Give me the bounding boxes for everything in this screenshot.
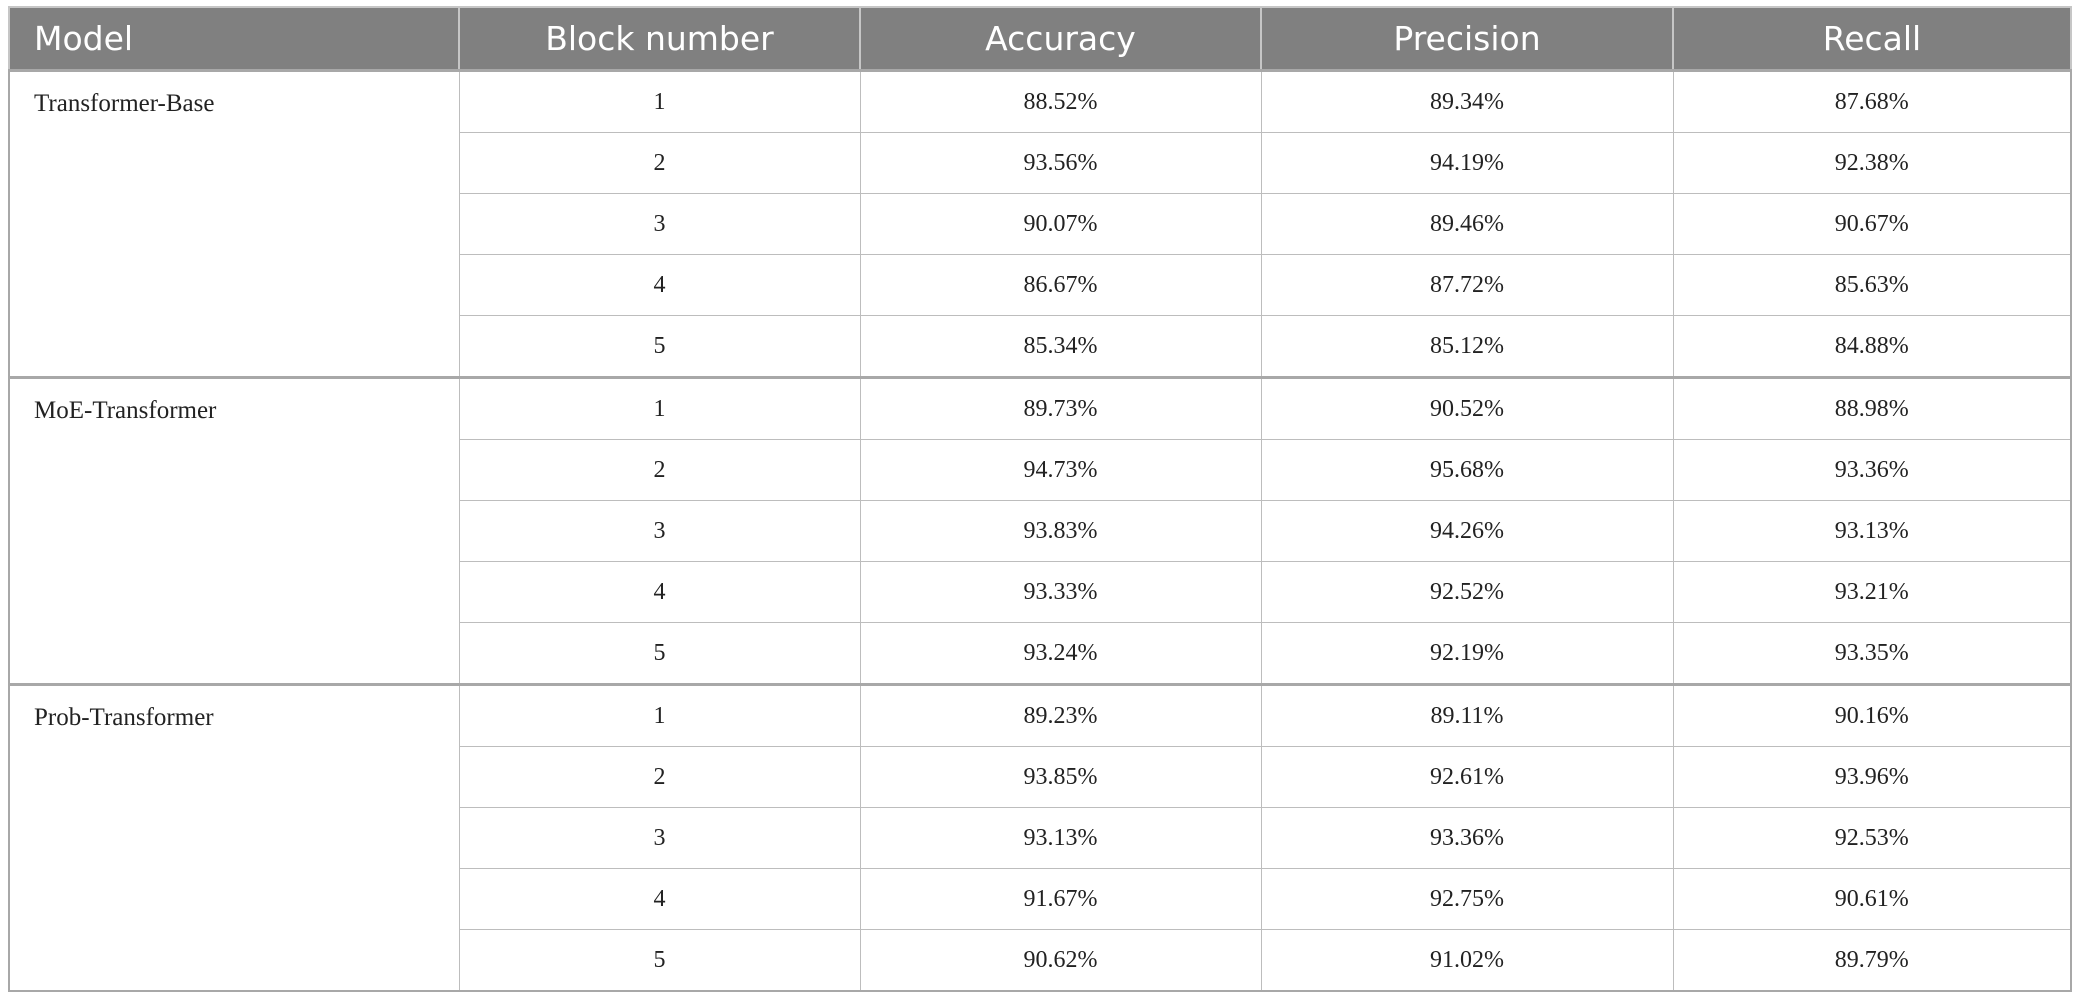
recall-cell: 84.88% <box>1672 315 2072 378</box>
recall-cell: 90.16% <box>1672 683 2072 747</box>
header-precision: Precision <box>1260 6 1674 72</box>
precision-cell: 93.36% <box>1260 807 1674 869</box>
recall-cell: 87.68% <box>1672 69 2072 133</box>
recall-cell: 93.36% <box>1672 439 2072 501</box>
block-number-cell: 2 <box>458 132 861 194</box>
precision-cell: 89.46% <box>1260 193 1674 255</box>
block-number-cell: 1 <box>458 376 861 440</box>
block-number-cell: 5 <box>458 622 861 685</box>
model-name-cell: Prob-Transformer <box>8 683 460 992</box>
recall-cell: 93.35% <box>1672 622 2072 685</box>
block-number-cell: 4 <box>458 561 861 623</box>
model-name-cell: MoE-Transformer <box>8 376 460 685</box>
precision-cell: 85.12% <box>1260 315 1674 378</box>
recall-cell: 88.98% <box>1672 376 2072 440</box>
precision-cell: 95.68% <box>1260 439 1674 501</box>
header-model: Model <box>8 6 460 72</box>
table-header: Model Block number Accuracy Precision Re… <box>8 6 2072 72</box>
accuracy-cell: 90.62% <box>859 929 1262 992</box>
table-row: Prob-Transformer 1 89.23% 89.11% 90.16% <box>8 683 2072 992</box>
accuracy-cell: 93.56% <box>859 132 1262 194</box>
accuracy-cell: 93.13% <box>859 807 1262 869</box>
accuracy-cell: 93.83% <box>859 500 1262 562</box>
block-number-cell: 5 <box>458 315 861 378</box>
table-body: Transformer-Base 1 88.52% 89.34% 87.68% … <box>8 69 2072 992</box>
precision-cell: 90.52% <box>1260 376 1674 440</box>
recall-cell: 93.21% <box>1672 561 2072 623</box>
block-number-cell: 3 <box>458 500 861 562</box>
block-number-cell: 3 <box>458 193 861 255</box>
block-number-cell: 2 <box>458 439 861 501</box>
table-row: 2 93.56% 94.19% 92.38% <box>9 132 2072 194</box>
accuracy-cell: 94.73% <box>859 439 1262 501</box>
table-row: 4 86.67% 87.72% 85.63% <box>9 254 2072 316</box>
table-row: 3 90.07% 89.46% 90.67% <box>9 193 2072 255</box>
recall-cell: 89.79% <box>1672 929 2072 992</box>
accuracy-cell: 93.24% <box>859 622 1262 685</box>
precision-cell: 94.26% <box>1260 500 1674 562</box>
table-row: 4 91.67% 92.75% 90.61% <box>9 868 2072 930</box>
accuracy-cell: 88.52% <box>859 69 1262 133</box>
table-row: 2 93.85% 92.61% 93.96% <box>9 746 2072 808</box>
precision-cell: 87.72% <box>1260 254 1674 316</box>
precision-cell: 92.61% <box>1260 746 1674 808</box>
recall-cell: 93.13% <box>1672 500 2072 562</box>
precision-cell: 89.34% <box>1260 69 1674 133</box>
accuracy-cell: 89.73% <box>859 376 1262 440</box>
recall-cell: 93.96% <box>1672 746 2072 808</box>
header-accuracy: Accuracy <box>859 6 1262 72</box>
accuracy-cell: 90.07% <box>859 193 1262 255</box>
block-number-cell: 4 <box>458 254 861 316</box>
results-table: Model Block number Accuracy Precision Re… <box>8 6 2072 992</box>
precision-cell: 89.11% <box>1260 683 1674 747</box>
accuracy-cell: 93.85% <box>859 746 1262 808</box>
block-number-cell: 5 <box>458 929 861 992</box>
table-row: 5 85.34% 85.12% 84.88% <box>9 315 2072 378</box>
table-row: Transformer-Base 1 88.52% 89.34% 87.68% <box>8 69 2072 378</box>
accuracy-cell: 93.33% <box>859 561 1262 623</box>
model-name-cell: Transformer-Base <box>8 69 460 378</box>
table-row: 5 93.24% 92.19% 93.35% <box>9 622 2072 685</box>
table-row: 2 94.73% 95.68% 93.36% <box>9 439 2072 501</box>
accuracy-cell: 89.23% <box>859 683 1262 747</box>
recall-cell: 92.53% <box>1672 807 2072 869</box>
block-number-cell: 3 <box>458 807 861 869</box>
table-row: MoE-Transformer 1 89.73% 90.52% 88.98% <box>8 376 2072 685</box>
precision-cell: 92.52% <box>1260 561 1674 623</box>
header-row: Model Block number Accuracy Precision Re… <box>8 6 2072 72</box>
precision-cell: 92.19% <box>1260 622 1674 685</box>
recall-cell: 92.38% <box>1672 132 2072 194</box>
block-number-cell: 2 <box>458 746 861 808</box>
block-number-cell: 1 <box>458 683 861 747</box>
recall-cell: 85.63% <box>1672 254 2072 316</box>
accuracy-cell: 86.67% <box>859 254 1262 316</box>
accuracy-cell: 91.67% <box>859 868 1262 930</box>
block-number-cell: 1 <box>458 69 861 133</box>
table-row: 3 93.13% 93.36% 92.53% <box>9 807 2072 869</box>
accuracy-cell: 85.34% <box>859 315 1262 378</box>
precision-cell: 92.75% <box>1260 868 1674 930</box>
precision-cell: 94.19% <box>1260 132 1674 194</box>
recall-cell: 90.67% <box>1672 193 2072 255</box>
table-row: 4 93.33% 92.52% 93.21% <box>9 561 2072 623</box>
recall-cell: 90.61% <box>1672 868 2072 930</box>
header-block-number: Block number <box>458 6 861 72</box>
block-number-cell: 4 <box>458 868 861 930</box>
precision-cell: 91.02% <box>1260 929 1674 992</box>
table-row: 5 90.62% 91.02% 89.79% <box>9 929 2072 992</box>
header-recall: Recall <box>1672 6 2072 72</box>
